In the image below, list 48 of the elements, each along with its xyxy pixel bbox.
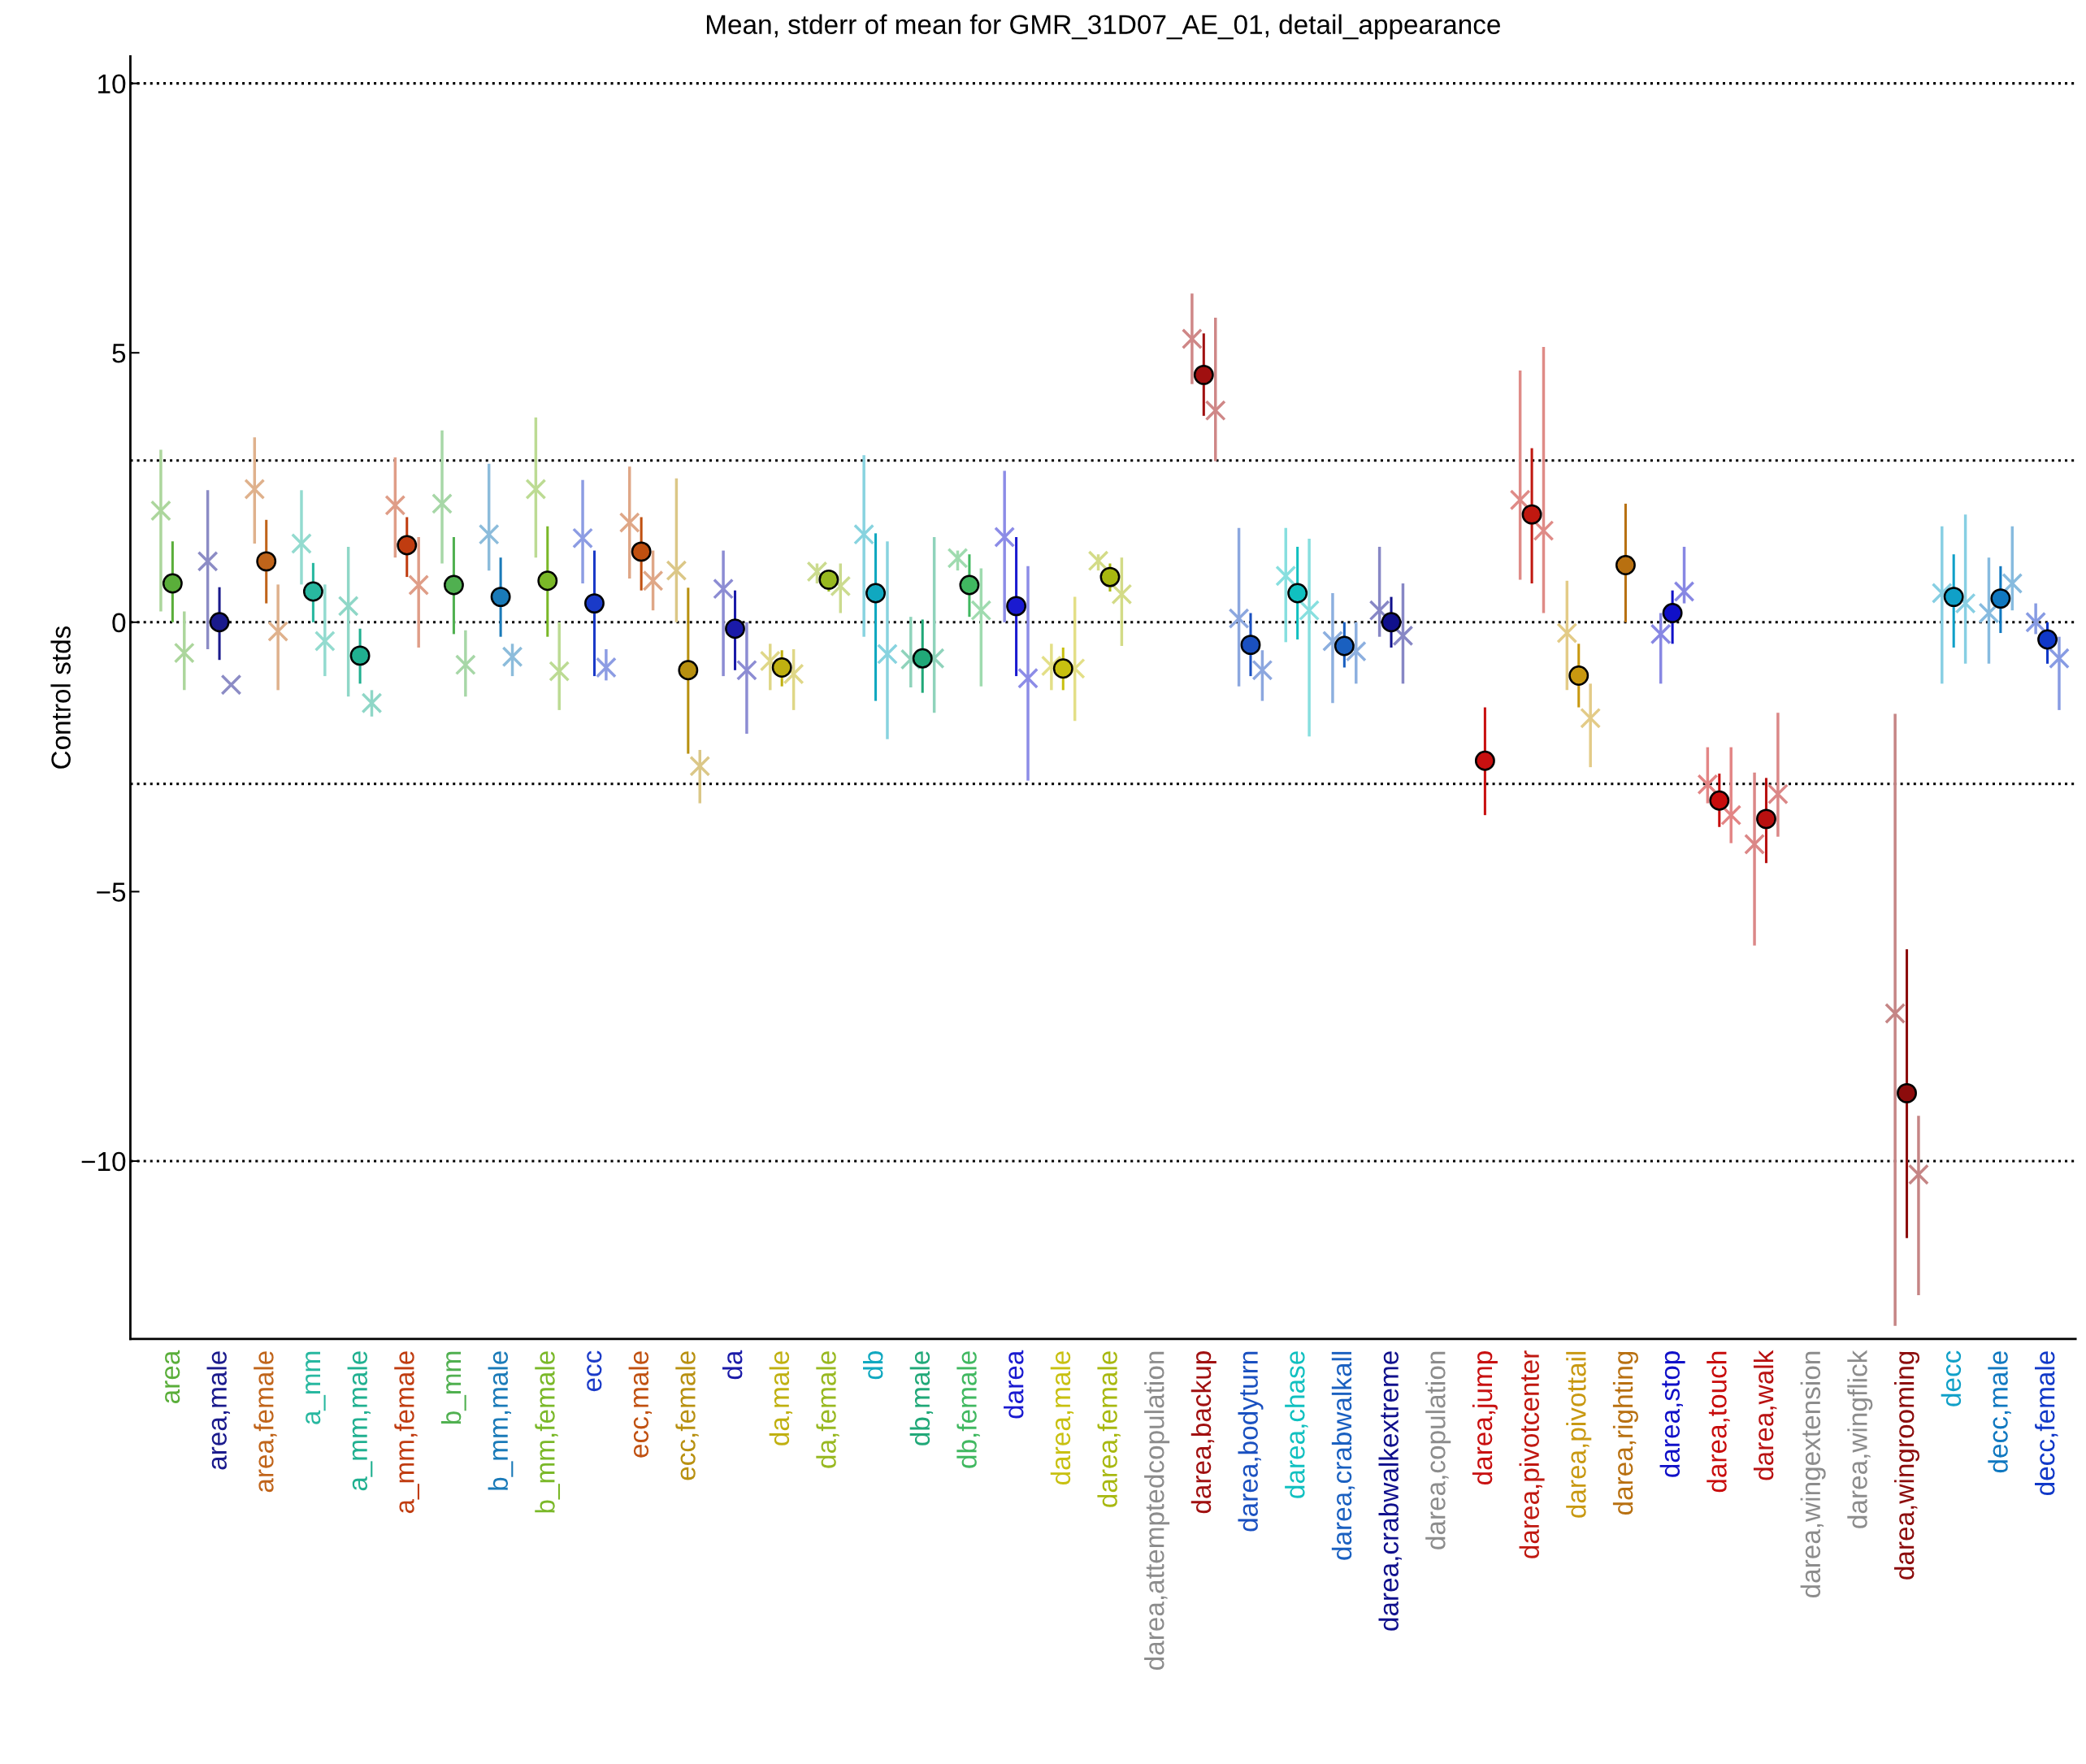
x-tick-label: darea,copulation	[1425, 1351, 1451, 1549]
x-tick-label: darea,male	[1050, 1351, 1074, 1485]
x-tick-label: da,female	[816, 1351, 839, 1468]
x-tick-label: darea	[1004, 1350, 1024, 1419]
y-tick-label: 10	[98, 74, 126, 94]
x-tick-label: darea,female	[1097, 1351, 1121, 1507]
x-tick-label: ecc,male	[628, 1351, 653, 1458]
x-tick-label: decc	[1941, 1350, 1962, 1406]
x-tick-label: darea,crabwalkall	[1331, 1351, 1355, 1560]
y-axis-title: Control stds	[50, 626, 71, 769]
x-tick-label: darea,pivottail	[1566, 1351, 1592, 1518]
x-tick-label: ecc	[587, 1350, 602, 1392]
y-tick-label: 5	[112, 344, 126, 363]
x-tick-label: a_mm	[306, 1351, 326, 1424]
y-tick-label: −10	[81, 1151, 126, 1172]
x-tick-label: darea,crabwalkextreme	[1378, 1351, 1402, 1631]
x-tick-label: a_mm,male	[347, 1351, 373, 1491]
x-tick-label: darea,attemptedcopulation	[1144, 1351, 1170, 1670]
x-tick-label: darea,wingextension	[1800, 1351, 1826, 1598]
x-tick-label: darea,chase	[1285, 1351, 1308, 1498]
x-tick-label: darea,backup	[1190, 1351, 1216, 1514]
x-tick-label: a_mm,female	[394, 1351, 419, 1514]
x-tick-label: decc,male	[1988, 1351, 2011, 1473]
x-tick-label: darea,stop	[1659, 1351, 1685, 1477]
x-tick-label: darea,jump	[1472, 1351, 1498, 1485]
x-tick-label: area	[165, 1350, 180, 1403]
x-tick-label: darea,wingrooming	[1893, 1351, 1920, 1580]
x-tick-label: db	[863, 1351, 883, 1380]
x-tick-label: darea,righting	[1612, 1351, 1638, 1515]
x-tick-label: db,female	[956, 1351, 980, 1468]
y-tick-label: −5	[97, 882, 126, 902]
x-tick-label: area,male	[206, 1351, 230, 1470]
x-tick-label: b_mm,male	[488, 1351, 514, 1490]
x-tick-label: b_mm,female	[535, 1351, 561, 1513]
x-tick-label: darea,touch	[1707, 1351, 1730, 1493]
x-tick-label: darea,wingflick	[1847, 1350, 1873, 1528]
x-tick-label: darea,walk	[1753, 1350, 1777, 1480]
x-tick-label: db,male	[909, 1351, 934, 1445]
x-tick-label: da	[722, 1350, 743, 1380]
x-tick-label: ecc,female	[675, 1351, 699, 1480]
x-tick-label: area,female	[254, 1351, 277, 1493]
x-tick-label: darea,pivotcenter	[1519, 1350, 1545, 1558]
y-tick-label: 0	[112, 613, 126, 633]
x-tick-label: da,male	[769, 1351, 793, 1445]
x-tick-label: b_mm	[440, 1351, 466, 1424]
x-tick-label: decc,female	[2035, 1351, 2058, 1495]
chart-title: Mean, stderr of mean for GMR_31D07_AE_01, detail_appearance	[706, 14, 1500, 40]
x-tick-label: darea,bodyturn	[1238, 1351, 1264, 1532]
